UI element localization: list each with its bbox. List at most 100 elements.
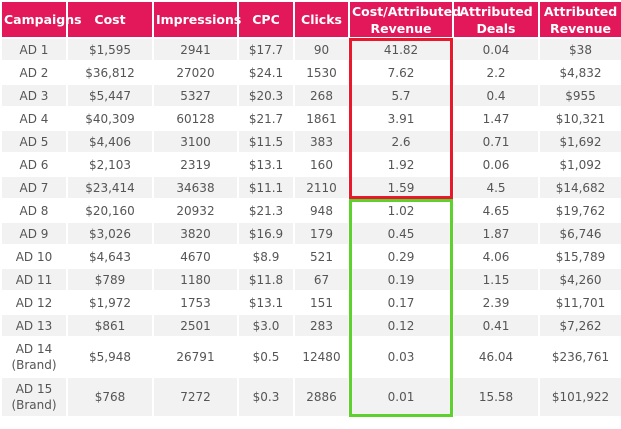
cell-cost-per-attributed-revenue: 0.29 — [350, 246, 452, 267]
cell-attributed-deals: 0.41 — [454, 315, 538, 336]
cell-cost-per-attributed-revenue: 1.02 — [350, 200, 452, 221]
cell-clicks: 948 — [295, 200, 348, 221]
cell-attributed-revenue: $15,789 — [540, 246, 621, 267]
cell-attributed-revenue: $101,922 — [540, 378, 621, 416]
cell-cost-per-attributed-revenue: 41.82 — [350, 39, 452, 60]
cell-campaign: AD 7 — [2, 177, 66, 198]
cell-cost-per-attributed-revenue: 3.91 — [350, 108, 452, 129]
campaign-table: Campaigns Cost Impressions CPC Clicks Co… — [2, 2, 621, 416]
cell-cpc: $11.1 — [239, 177, 293, 198]
cell-attributed-deals: 46.04 — [454, 338, 538, 376]
cell-impressions: 7272 — [154, 378, 237, 416]
cell-impressions: 2501 — [154, 315, 237, 336]
cell-impressions: 2319 — [154, 154, 237, 175]
table-row: AD 9 $3,026 3820 $16.9 179 0.45 1.87 $6,746 — [2, 223, 621, 244]
cell-clicks: 1861 — [295, 108, 348, 129]
cell-attributed-revenue: $38 — [540, 39, 621, 60]
cell-cost: $861 — [68, 315, 152, 336]
header-clicks: Clicks — [295, 2, 348, 37]
cell-impressions: 3820 — [154, 223, 237, 244]
cell-campaign: AD 4 — [2, 108, 66, 129]
cell-cost-per-attributed-revenue: 1.59 — [350, 177, 452, 198]
cell-cost: $1,595 — [68, 39, 152, 60]
header-attributed-deals: Attributed Deals — [454, 2, 538, 37]
cell-cpc: $0.3 — [239, 378, 293, 416]
table-row: AD 12 $1,972 1753 $13.1 151 0.17 2.39 $11,701 — [2, 292, 621, 313]
cell-cpc: $11.5 — [239, 131, 293, 152]
cell-impressions: 1180 — [154, 269, 237, 290]
cell-cost: $20,160 — [68, 200, 152, 221]
cell-cost: $40,309 — [68, 108, 152, 129]
cell-campaign: AD 8 — [2, 200, 66, 221]
table-row: AD 8 $20,160 20932 $21.3 948 1.02 4.65 $19,762 — [2, 200, 621, 221]
cell-cost-per-attributed-revenue: 1.92 — [350, 154, 452, 175]
cell-attributed-revenue: $6,746 — [540, 223, 621, 244]
cell-cost-per-attributed-revenue: 0.19 — [350, 269, 452, 290]
cell-attributed-deals: 4.5 — [454, 177, 538, 198]
cell-clicks: 2110 — [295, 177, 348, 198]
cell-attributed-revenue: $7,262 — [540, 315, 621, 336]
cell-impressions: 4670 — [154, 246, 237, 267]
cell-cost: $36,812 — [68, 62, 152, 83]
table-body: AD 1 $1,595 2941 $17.7 90 41.82 0.04 $38 AD 2 $36… — [2, 39, 621, 416]
cell-attributed-revenue: $1,692 — [540, 131, 621, 152]
cell-attributed-deals: 1.47 — [454, 108, 538, 129]
table-row: AD 4 $40,309 60128 $21.7 1861 3.91 1.47 $10,321 — [2, 108, 621, 129]
header-cost: Cost — [68, 2, 152, 37]
table-row: AD 3 $5,447 5327 $20.3 268 5.7 0.4 $955 — [2, 85, 621, 106]
cell-attributed-revenue: $1,092 — [540, 154, 621, 175]
table-row: AD 15 (Brand) $768 7272 $0.3 2886 0.01 15.58 $1… — [2, 378, 621, 416]
cell-attributed-deals: 0.71 — [454, 131, 538, 152]
cell-cpc: $11.8 — [239, 269, 293, 290]
cell-cost-per-attributed-revenue: 2.6 — [350, 131, 452, 152]
cell-attributed-deals: 15.58 — [454, 378, 538, 416]
cell-cost-per-attributed-revenue: 0.45 — [350, 223, 452, 244]
cell-impressions: 26791 — [154, 338, 237, 376]
cell-impressions: 1753 — [154, 292, 237, 313]
cell-cost-per-attributed-revenue: 0.12 — [350, 315, 452, 336]
cell-attributed-revenue: $4,260 — [540, 269, 621, 290]
cell-campaign: AD 10 — [2, 246, 66, 267]
cell-cpc: $17.7 — [239, 39, 293, 60]
cell-attributed-deals: 0.06 — [454, 154, 538, 175]
cell-attributed-revenue: $19,762 — [540, 200, 621, 221]
cell-attributed-deals: 4.65 — [454, 200, 538, 221]
cell-impressions: 2941 — [154, 39, 237, 60]
cell-cost: $5,447 — [68, 85, 152, 106]
cell-campaign: AD 12 — [2, 292, 66, 313]
header-row: Campaigns Cost Impressions CPC Clicks Co… — [2, 2, 621, 37]
cell-cpc: $16.9 — [239, 223, 293, 244]
cell-clicks: 67 — [295, 269, 348, 290]
cell-cost-per-attributed-revenue: 0.01 — [350, 378, 452, 416]
cell-clicks: 179 — [295, 223, 348, 244]
cell-attributed-deals: 0.04 — [454, 39, 538, 60]
cell-clicks: 383 — [295, 131, 348, 152]
cell-cost: $768 — [68, 378, 152, 416]
cell-attributed-revenue: $14,682 — [540, 177, 621, 198]
cell-impressions: 34638 — [154, 177, 237, 198]
header-cpc: CPC — [239, 2, 293, 37]
table-row: AD 7 $23,414 34638 $11.1 2110 1.59 4.5 $14,682 — [2, 177, 621, 198]
cell-attributed-revenue: $955 — [540, 85, 621, 106]
cell-cost: $789 — [68, 269, 152, 290]
cell-cost: $3,026 — [68, 223, 152, 244]
cell-impressions: 27020 — [154, 62, 237, 83]
cell-clicks: 12480 — [295, 338, 348, 376]
cell-clicks: 2886 — [295, 378, 348, 416]
cell-attributed-deals: 0.4 — [454, 85, 538, 106]
cell-clicks: 90 — [295, 39, 348, 60]
cell-attributed-revenue: $4,832 — [540, 62, 621, 83]
cell-cost: $23,414 — [68, 177, 152, 198]
table-row: AD 2 $36,812 27020 $24.1 1530 7.62 2.2 $4,832 — [2, 62, 621, 83]
table-row: AD 14 (Brand) $5,948 26791 $0.5 12480 0.03 46.… — [2, 338, 621, 376]
cell-cpc: $8.9 — [239, 246, 293, 267]
table-row: AD 13 $861 2501 $3.0 283 0.12 0.41 $7,262 — [2, 315, 621, 336]
cell-clicks: 160 — [295, 154, 348, 175]
cell-impressions: 20932 — [154, 200, 237, 221]
table-row: AD 5 $4,406 3100 $11.5 383 2.6 0.71 $1,692 — [2, 131, 621, 152]
cell-attributed-deals: 1.15 — [454, 269, 538, 290]
cell-cpc: $21.3 — [239, 200, 293, 221]
cell-attributed-deals: 2.2 — [454, 62, 538, 83]
cell-campaign: AD 2 — [2, 62, 66, 83]
table-row: AD 1 $1,595 2941 $17.7 90 41.82 0.04 $38 — [2, 39, 621, 60]
